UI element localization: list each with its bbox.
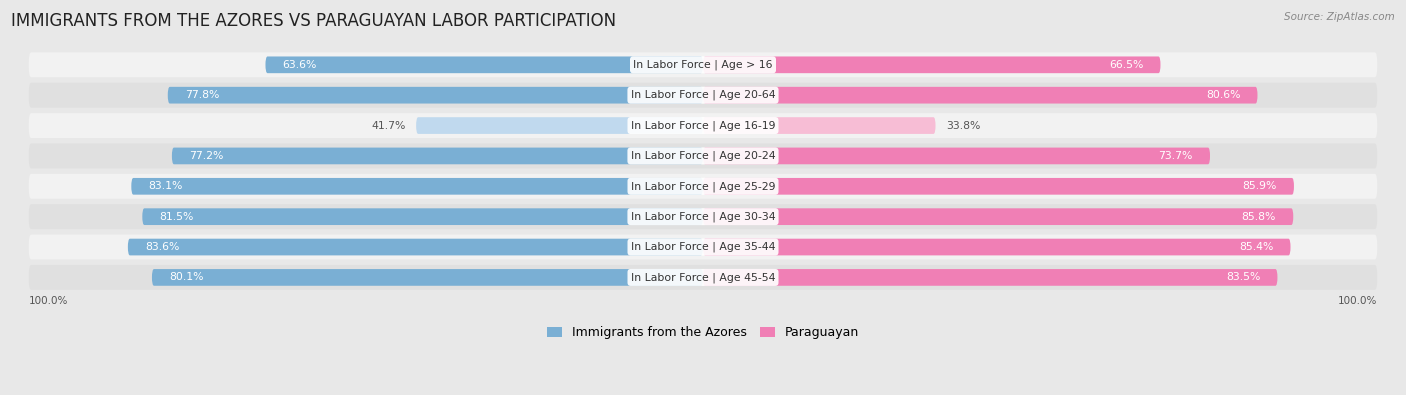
FancyBboxPatch shape — [703, 178, 1294, 195]
Text: 100.0%: 100.0% — [1339, 295, 1378, 306]
FancyBboxPatch shape — [28, 53, 1378, 77]
FancyBboxPatch shape — [703, 56, 1160, 73]
Text: 83.5%: 83.5% — [1226, 273, 1260, 282]
FancyBboxPatch shape — [28, 235, 1378, 260]
Text: In Labor Force | Age 35-44: In Labor Force | Age 35-44 — [631, 242, 775, 252]
FancyBboxPatch shape — [128, 239, 703, 256]
Text: 33.8%: 33.8% — [946, 120, 980, 131]
Text: 83.1%: 83.1% — [149, 181, 183, 191]
Text: IMMIGRANTS FROM THE AZORES VS PARAGUAYAN LABOR PARTICIPATION: IMMIGRANTS FROM THE AZORES VS PARAGUAYAN… — [11, 12, 616, 30]
FancyBboxPatch shape — [28, 143, 1378, 168]
Text: 85.8%: 85.8% — [1241, 212, 1277, 222]
Text: 80.6%: 80.6% — [1206, 90, 1240, 100]
FancyBboxPatch shape — [142, 208, 703, 225]
Text: In Labor Force | Age 30-34: In Labor Force | Age 30-34 — [631, 211, 775, 222]
FancyBboxPatch shape — [703, 117, 935, 134]
Text: In Labor Force | Age 25-29: In Labor Force | Age 25-29 — [631, 181, 775, 192]
FancyBboxPatch shape — [28, 83, 1378, 108]
FancyBboxPatch shape — [703, 87, 1257, 103]
Text: 85.9%: 85.9% — [1243, 181, 1277, 191]
FancyBboxPatch shape — [416, 117, 703, 134]
Text: Source: ZipAtlas.com: Source: ZipAtlas.com — [1284, 12, 1395, 22]
FancyBboxPatch shape — [28, 174, 1378, 199]
Text: 41.7%: 41.7% — [371, 120, 406, 131]
Text: In Labor Force | Age 20-24: In Labor Force | Age 20-24 — [631, 150, 775, 161]
FancyBboxPatch shape — [28, 265, 1378, 290]
FancyBboxPatch shape — [703, 269, 1278, 286]
Text: 73.7%: 73.7% — [1159, 151, 1192, 161]
Text: 100.0%: 100.0% — [28, 295, 67, 306]
Text: 83.6%: 83.6% — [145, 242, 180, 252]
FancyBboxPatch shape — [131, 178, 703, 195]
Text: 63.6%: 63.6% — [283, 60, 316, 70]
FancyBboxPatch shape — [266, 56, 703, 73]
Text: 77.2%: 77.2% — [188, 151, 224, 161]
FancyBboxPatch shape — [28, 113, 1378, 138]
Text: In Labor Force | Age 45-54: In Labor Force | Age 45-54 — [631, 272, 775, 283]
Text: 66.5%: 66.5% — [1109, 60, 1143, 70]
Text: 85.4%: 85.4% — [1239, 242, 1274, 252]
FancyBboxPatch shape — [167, 87, 703, 103]
Text: 81.5%: 81.5% — [159, 212, 194, 222]
FancyBboxPatch shape — [703, 239, 1291, 256]
Text: In Labor Force | Age 20-64: In Labor Force | Age 20-64 — [631, 90, 775, 100]
FancyBboxPatch shape — [703, 208, 1294, 225]
Text: In Labor Force | Age > 16: In Labor Force | Age > 16 — [633, 60, 773, 70]
FancyBboxPatch shape — [28, 204, 1378, 229]
Text: 80.1%: 80.1% — [169, 273, 204, 282]
FancyBboxPatch shape — [703, 148, 1211, 164]
Text: 77.8%: 77.8% — [186, 90, 219, 100]
FancyBboxPatch shape — [152, 269, 703, 286]
FancyBboxPatch shape — [172, 148, 703, 164]
Text: In Labor Force | Age 16-19: In Labor Force | Age 16-19 — [631, 120, 775, 131]
Legend: Immigrants from the Azores, Paraguayan: Immigrants from the Azores, Paraguayan — [543, 321, 863, 344]
